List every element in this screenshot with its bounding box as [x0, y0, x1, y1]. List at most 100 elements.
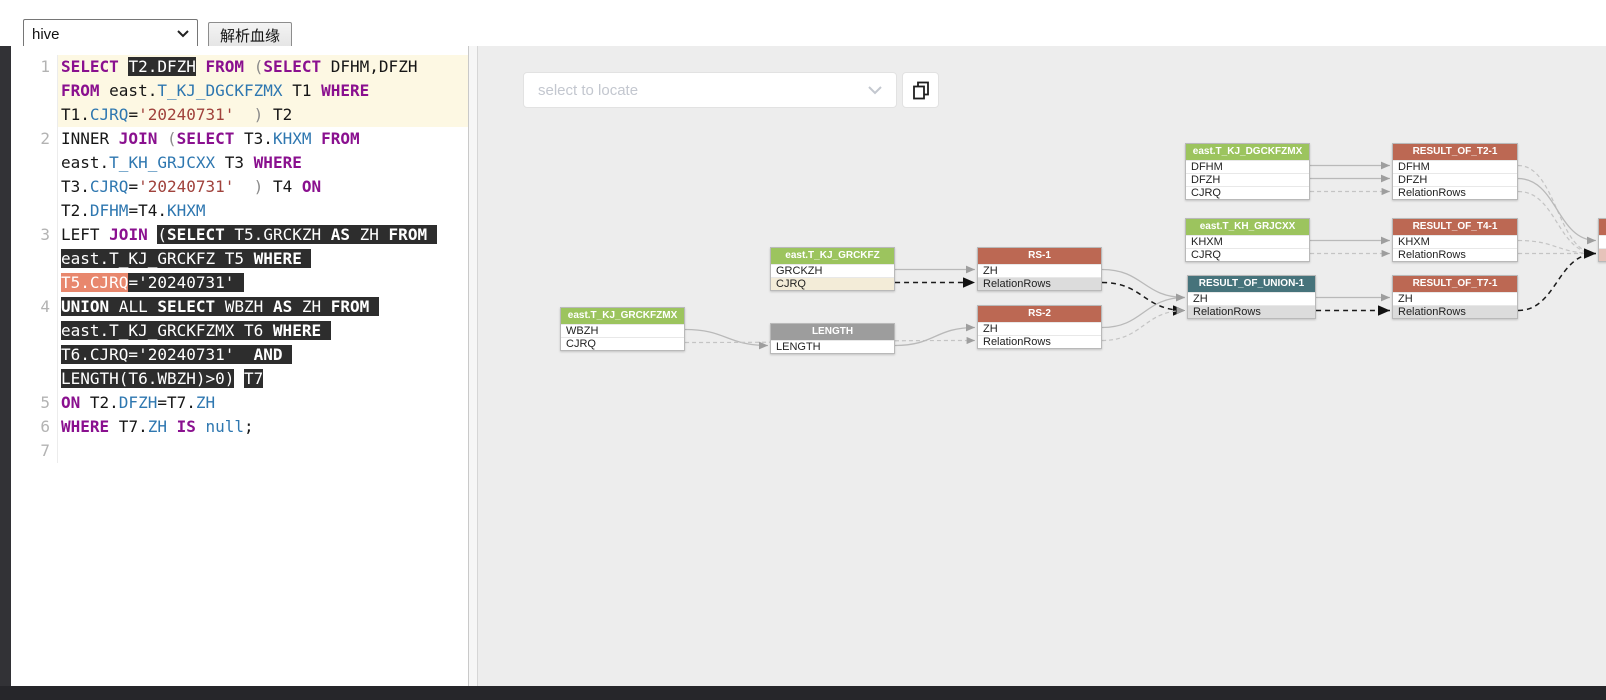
node-field[interactable]: LENGTH [771, 340, 894, 353]
graph-node-t7[interactable]: RESULT_OF_T7-1 ZH RelationRows [1392, 275, 1518, 319]
node-field[interactable] [1599, 235, 1606, 248]
lineage-edge [1101, 268, 1186, 302]
code-token [148, 225, 158, 244]
node-title[interactable]: RESULT_OF_T7-1 [1393, 276, 1517, 292]
node-field[interactable]: WBZH [561, 324, 684, 337]
graph-node-rightcut[interactable] [1598, 218, 1606, 262]
node-title[interactable]: RESULT_OF_UNION-1 [1188, 276, 1315, 292]
node-field[interactable]: RelationRows [978, 277, 1101, 290]
code-token: JOIN [118, 129, 158, 148]
node-field[interactable]: DFZH [1186, 173, 1309, 186]
code-line[interactable]: 5 ON T2.DFZH=T7.ZH [11, 391, 468, 415]
code-token: ZH [195, 393, 216, 412]
node-title[interactable]: LENGTH [771, 324, 894, 340]
node-field[interactable]: KHXM [1186, 235, 1309, 248]
code-token: = [128, 105, 139, 124]
node-field[interactable]: ZH [978, 322, 1101, 335]
node-field[interactable] [1599, 248, 1606, 261]
code-token: DFHM,DFZH [321, 57, 418, 76]
engine-select[interactable]: hive [23, 19, 198, 49]
graph-node-grjcxx[interactable]: east.T_KH_GRJCXX KHXM CJRQ [1185, 218, 1310, 262]
code-token: WHERE [61, 417, 110, 436]
chevron-down-icon [177, 30, 189, 38]
node-field[interactable]: RelationRows [978, 335, 1101, 348]
node-field[interactable]: RelationRows [1393, 305, 1517, 318]
code-text: ON T2.DFZH=T7.ZH [58, 391, 468, 415]
node-field[interactable]: DFHM [1186, 160, 1309, 173]
node-field[interactable]: RelationRows [1393, 248, 1517, 261]
node-title[interactable]: east.T_KJ_DGCKFZMX [1186, 144, 1309, 160]
lineage-edge [1517, 190, 1597, 258]
graph-node-t2[interactable]: RESULT_OF_T2-1 DFHM DFZH RelationRows [1392, 143, 1518, 200]
code-line[interactable]: 2 INNER JOIN (SELECT T3.KHXM FROM east.T_K… [11, 127, 468, 223]
code-token: JOIN [109, 225, 148, 244]
copy-button[interactable] [902, 72, 939, 108]
code-line[interactable]: 6 WHERE T7.ZH IS null; [11, 415, 468, 439]
node-field[interactable]: RelationRows [1393, 186, 1517, 199]
code-line[interactable]: 4 UNION ALL SELECT WBZH AS ZH FROM east.T… [11, 295, 468, 391]
graph-node-rs2[interactable]: RS-2 ZH RelationRows [977, 305, 1102, 349]
sql-editor[interactable]: 1 SELECT T2.DFZH FROM (SELECT DFHM,DFZH FR… [11, 46, 468, 686]
code-token: T2 [263, 105, 293, 124]
code-token: ON [61, 393, 81, 412]
node-field[interactable]: DFHM [1393, 160, 1517, 173]
code-token: AND [253, 345, 283, 364]
node-field[interactable]: GRCKZH [771, 264, 894, 277]
node-field[interactable]: RelationRows [1188, 305, 1315, 318]
graph-node-dgckfzmx[interactable]: east.T_KJ_DGCKFZMX DFHM DFZH CJRQ [1185, 143, 1310, 200]
node-field[interactable]: ZH [978, 264, 1101, 277]
node-field[interactable]: KHXM [1393, 235, 1517, 248]
node-title[interactable]: east.T_KJ_GRCKFZMX [561, 308, 684, 324]
parse-lineage-button[interactable]: 解析血缘 [208, 22, 293, 49]
code-token: T2. [80, 393, 119, 412]
node-field[interactable]: CJRQ [1186, 186, 1309, 199]
code-token: ; [244, 417, 254, 436]
code-token: WHERE [253, 249, 302, 268]
lineage-edge [894, 323, 976, 347]
node-title[interactable]: RS-1 [978, 248, 1101, 264]
code-line[interactable]: 7 [11, 439, 468, 463]
node-field[interactable]: ZH [1188, 292, 1315, 305]
code-token: IS [176, 417, 196, 436]
code-token [196, 417, 206, 436]
node-title[interactable]: east.T_KH_GRJCXX [1186, 219, 1309, 235]
node-field[interactable]: CJRQ [771, 277, 894, 290]
code-token: '20240731' [138, 177, 235, 196]
graph-node-grckfz[interactable]: east.T_KJ_GRCKFZ GRCKZH CJRQ [770, 247, 895, 291]
code-token: T2. [61, 201, 90, 220]
code-line[interactable]: 3 LEFT JOIN (SELECT T5.GRCKZH AS ZH FROM … [11, 223, 468, 295]
code-line[interactable]: 1 SELECT T2.DFZH FROM (SELECT DFHM,DFZH FR… [11, 55, 468, 127]
graph-node-rs1[interactable]: RS-1 ZH RelationRows [977, 247, 1102, 291]
lineage-edge [684, 328, 769, 350]
locate-select[interactable]: select to locate [523, 72, 897, 108]
code-token: T7. [109, 417, 148, 436]
graph-node-t4[interactable]: RESULT_OF_T4-1 KHXM RelationRows [1392, 218, 1518, 262]
code-token: WHERE [321, 81, 370, 100]
node-title[interactable]: RESULT_OF_T4-1 [1393, 219, 1517, 235]
code-token: ) [253, 105, 264, 124]
code-token: SELECT [263, 57, 322, 76]
code-token [234, 177, 253, 196]
node-title[interactable] [1599, 219, 1606, 235]
code-token: ZH [350, 225, 389, 244]
graph-node-length[interactable]: LENGTH LENGTH [770, 323, 895, 354]
line-number: 6 [11, 415, 58, 439]
graph-node-union1[interactable]: RESULT_OF_UNION-1 ZH RelationRows [1187, 275, 1316, 319]
editor-scrollbar[interactable] [468, 46, 478, 686]
node-title[interactable]: east.T_KJ_GRCKFZ [771, 248, 894, 264]
code-token: = [128, 177, 139, 196]
code-token: ( [166, 129, 177, 148]
code-token [427, 225, 437, 244]
node-field[interactable]: CJRQ [1186, 248, 1309, 261]
node-field[interactable]: ZH [1393, 292, 1517, 305]
code-token: LENGTH(T6.WBZH)>0) [61, 369, 235, 388]
code-token: =T7. [157, 393, 196, 412]
node-title[interactable]: RS-2 [978, 306, 1101, 322]
lineage-graph-panel[interactable]: select to locate east.T_KJ_DGCKFZMX DFHM D… [478, 46, 1606, 686]
node-title[interactable]: RESULT_OF_T2-1 [1393, 144, 1517, 160]
node-field[interactable]: DFZH [1393, 173, 1517, 186]
graph-node-grckfzmx2[interactable]: east.T_KJ_GRCKFZMX WBZH CJRQ [560, 307, 685, 351]
code-text: WHERE T7.ZH IS null; [58, 415, 468, 439]
node-field[interactable]: CJRQ [561, 337, 684, 350]
code-token: DFZH [118, 393, 158, 412]
